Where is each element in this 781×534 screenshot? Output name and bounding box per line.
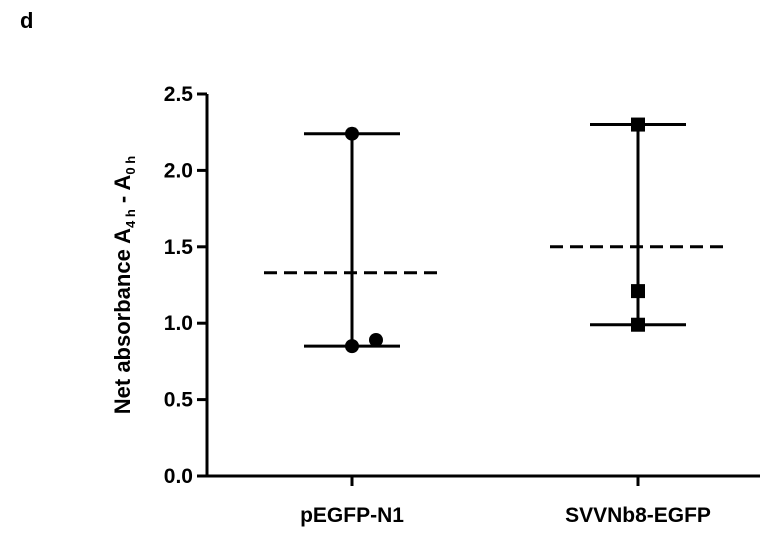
data-point <box>345 339 359 354</box>
chart-marks <box>264 117 728 354</box>
y-tick-label: 0.5 <box>164 389 194 412</box>
x-tick-label: pEGFP-N1 <box>300 504 404 527</box>
y-tick-label: 1.5 <box>164 236 194 259</box>
series-SVVNb8-EGFP <box>550 117 728 332</box>
data-point <box>345 126 359 141</box>
y-tick-label: 2.5 <box>164 83 194 106</box>
y-axis-label: Net absorbance A4 h - A0 h <box>110 156 138 415</box>
axes: 0.0 0.5 1.0 1.5 2.0 2.5 pEGFP-N1 SVVNb8-EGFP <box>164 83 760 527</box>
y-tick-label: 0.0 <box>164 465 193 488</box>
series-pEGFP-N1 <box>264 126 442 354</box>
data-point <box>631 117 645 132</box>
x-tick-label: SVVNb8-EGFP <box>565 504 711 527</box>
panel-label: d <box>20 8 34 33</box>
data-point <box>631 317 645 332</box>
y-tick-label: 2.0 <box>164 159 193 182</box>
data-point <box>369 333 383 348</box>
y-tick-label: 1.0 <box>164 312 193 335</box>
data-point <box>631 284 645 299</box>
